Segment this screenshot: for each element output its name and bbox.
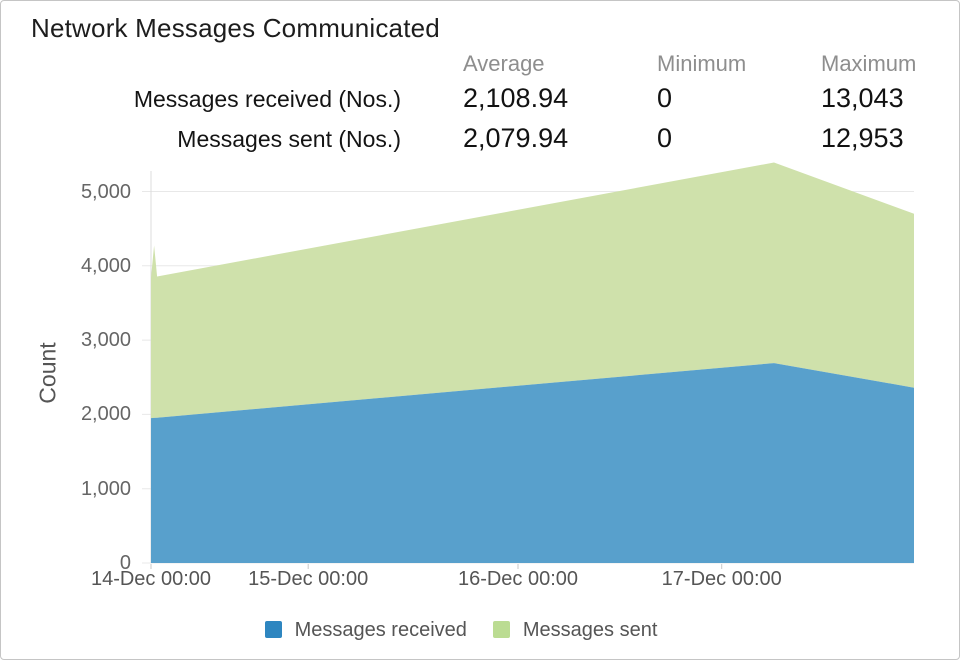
page-title: Network Messages Communicated: [31, 13, 440, 43]
row-label-received: Messages received (Nos.): [133, 86, 401, 112]
y-tick-label: 0: [119, 552, 131, 574]
stats-table: Average Minimum Maximum Messages receive…: [1, 47, 959, 163]
sent-minimum-value: 0: [657, 123, 673, 153]
col-header-minimum: Minimum: [657, 51, 747, 76]
legend-label-sent: Messages sent: [522, 619, 658, 641]
y-axis-title: Count: [34, 342, 61, 404]
area-messages-sent[interactable]: [151, 162, 914, 419]
received-average-value: 2,108.94: [463, 83, 569, 113]
col-header-average: Average: [463, 51, 545, 76]
legend: Messages received Messages sent: [1, 618, 921, 642]
y-tick-label: 5,000: [80, 180, 131, 203]
area-messages-received[interactable]: [151, 363, 914, 563]
legend-swatch-received-icon: [264, 621, 282, 638]
legend-item-sent[interactable]: Messages sent: [492, 618, 658, 642]
received-minimum-value: 0: [657, 83, 673, 113]
legend-label-received: Messages received: [294, 619, 467, 641]
y-tick-label: 3,000: [80, 329, 131, 352]
sent-maximum-value: 12,953: [821, 123, 904, 153]
chart-plot-area[interactable]: [136, 151, 926, 581]
y-tick-label: 4,000: [80, 254, 131, 277]
col-header-maximum: Maximum: [821, 51, 917, 76]
legend-item-received[interactable]: Messages received: [264, 618, 467, 642]
received-maximum-value: 13,043: [821, 83, 904, 113]
y-tick-label: 1,000: [80, 477, 131, 500]
sent-average-value: 2,079.94: [463, 123, 569, 153]
legend-swatch-sent-icon: [492, 621, 510, 638]
row-label-sent: Messages sent (Nos.): [177, 126, 401, 152]
y-tick-label: 2,000: [80, 403, 131, 426]
